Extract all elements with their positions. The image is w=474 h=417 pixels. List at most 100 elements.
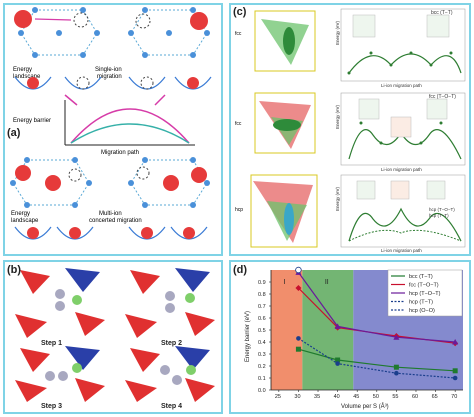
legend-entry: hcp (T−O−T) bbox=[409, 291, 441, 297]
x-tick-label: 55 bbox=[392, 394, 398, 400]
ylabel-row3: Energy (eV) bbox=[335, 186, 340, 211]
x-tick-label: 35 bbox=[314, 394, 320, 400]
legend-fcc: fcc (T−O−T) bbox=[429, 94, 456, 100]
ylabel-row1: Energy (eV) bbox=[335, 20, 340, 45]
data-point bbox=[335, 361, 340, 366]
x-axis-label: Volume per S (Å³) bbox=[341, 403, 389, 410]
a-bottom-right-text-1: Multi-ion bbox=[99, 211, 122, 217]
crystal-fcc bbox=[254, 92, 316, 154]
structure-label-row1: fcc bbox=[235, 31, 242, 37]
legend-entry: hcp (T−T) bbox=[409, 300, 433, 306]
lattice-bottom-right bbox=[128, 157, 210, 208]
a-bottom-left-text-1: Energy bbox=[11, 211, 30, 217]
step2-diagram bbox=[125, 268, 215, 338]
legend-hcp-tt: hcp (T−T) bbox=[429, 213, 449, 218]
lattice-bottom-left bbox=[10, 157, 92, 208]
a-top-left-text-2: landscape bbox=[13, 74, 41, 80]
panel-a: Energy landscape Single-ion migration En… bbox=[3, 3, 223, 256]
y-tick-label: 0.3 bbox=[258, 352, 266, 358]
y-tick-label: 0.8 bbox=[258, 292, 266, 298]
lattice-top-right bbox=[128, 7, 210, 58]
xlabel-row3: Li-ion migration path bbox=[381, 248, 422, 253]
data-point bbox=[452, 339, 459, 345]
y-tick-label: 0.6 bbox=[258, 316, 266, 322]
a-bottom-left-text-2: landscape bbox=[11, 218, 39, 224]
legend-bcc: bcc (T−T) bbox=[431, 10, 453, 16]
series-line bbox=[297, 272, 456, 343]
a-bottom-right-text-2: concerted migration bbox=[89, 218, 142, 224]
y-tick-label: 0.2 bbox=[258, 364, 266, 370]
data-point bbox=[452, 368, 458, 374]
a-top-right-text-2: migration bbox=[97, 74, 122, 80]
region-I bbox=[271, 270, 303, 390]
legend-box bbox=[387, 269, 463, 317]
panel-b-schematic bbox=[15, 268, 215, 402]
x-tick-label: 25 bbox=[275, 394, 281, 400]
y-tick-label: 0.0 bbox=[258, 388, 266, 394]
x-tick-label: 70 bbox=[451, 394, 457, 400]
panel-d: (d) IIIIII253035404550556065700.00.10.20… bbox=[229, 260, 471, 414]
data-point bbox=[394, 370, 399, 376]
panel-a-schematic: Energy landscape Single-ion migration En… bbox=[10, 7, 212, 240]
step1-diagram bbox=[15, 268, 105, 338]
a-top-left-text-1: Energy bbox=[13, 67, 32, 73]
panel-c: bcc (T−T) Energy (eV) Li-ion migration p… bbox=[229, 3, 471, 256]
energy-plot-hcp: hcp (T−O−T) hcp (T−T) Energy (eV) Li-ion… bbox=[335, 174, 466, 253]
energy-plot-fcc: fcc (T−O−T) Energy (eV) Li-ion migration… bbox=[335, 92, 466, 172]
step1-label: Step 1 bbox=[41, 340, 63, 347]
data-point bbox=[393, 334, 400, 340]
panel-d-label: (d) bbox=[233, 264, 248, 276]
legend-hcp-tot: hcp (T−O−T) bbox=[429, 207, 455, 212]
structure-label-row2: fcc bbox=[235, 121, 242, 127]
x-tick-label: 60 bbox=[412, 394, 418, 400]
x-tick-label: 45 bbox=[353, 394, 359, 400]
region-label-II: II bbox=[325, 279, 329, 286]
legend-entry: bcc (T−T) bbox=[409, 274, 433, 280]
x-tick-label: 50 bbox=[373, 394, 379, 400]
xlabel-row2: Li-ion migration path bbox=[381, 167, 422, 172]
barrier-curve-single bbox=[70, 108, 190, 144]
a-top-right-text-1: Single-ion bbox=[95, 67, 122, 73]
energy-barrier-chart: IIIIII253035404550556065700.00.10.20.30.… bbox=[245, 266, 463, 410]
panel-b-label: (b) bbox=[7, 264, 22, 276]
data-point bbox=[334, 323, 341, 329]
a-path-text: Migration path bbox=[101, 150, 139, 156]
energy-plot-bcc: bcc (T−T) Energy (eV) Li-ion migration p… bbox=[335, 8, 466, 88]
barrier-curve-concerted bbox=[70, 123, 190, 144]
y-tick-label: 0.4 bbox=[258, 340, 266, 346]
data-point bbox=[335, 357, 341, 363]
data-point bbox=[295, 346, 301, 352]
legend-entry: hcp (O−O) bbox=[409, 308, 435, 314]
series-line bbox=[298, 348, 456, 372]
step2-label: Step 2 bbox=[161, 340, 183, 347]
step4-diagram bbox=[125, 346, 215, 402]
panel-c-structures: bcc (T−T) Energy (eV) Li-ion migration p… bbox=[235, 8, 466, 253]
data-point bbox=[393, 364, 399, 370]
region-label-I: I bbox=[284, 279, 286, 286]
y-axis-label: Energy barrier (eV) bbox=[245, 311, 251, 362]
step3-label: Step 3 bbox=[41, 403, 63, 410]
data-point bbox=[296, 336, 301, 341]
a-barrier-text: Energy barrier bbox=[13, 118, 51, 124]
structure-label-row3: hcp bbox=[235, 207, 243, 213]
step3-diagram bbox=[15, 346, 105, 402]
x-tick-label: 65 bbox=[432, 394, 438, 400]
panel-c-label: (c) bbox=[233, 6, 247, 18]
data-point bbox=[295, 266, 302, 274]
step4-label: Step 4 bbox=[161, 403, 183, 410]
x-tick-label: 40 bbox=[334, 394, 340, 400]
y-tick-label: 0.5 bbox=[258, 328, 266, 334]
panel-a-label: (a) bbox=[7, 127, 21, 139]
lattice-top-left bbox=[14, 7, 100, 58]
legend-entry: fcc (T−O−T) bbox=[409, 283, 439, 289]
y-tick-label: 0.9 bbox=[258, 280, 266, 286]
crystal-bcc bbox=[254, 10, 316, 72]
data-point bbox=[452, 375, 458, 381]
x-tick-label: 30 bbox=[294, 394, 300, 400]
xlabel-row1: Li-ion migration path bbox=[381, 83, 422, 88]
panel-b: (b) Step 1 Step 2 Step 3 Step 4 bbox=[3, 260, 223, 414]
data-point bbox=[295, 285, 302, 291]
ylabel-row2: Energy (eV) bbox=[335, 104, 340, 129]
y-tick-label: 0.7 bbox=[258, 304, 266, 310]
y-tick-label: 0.1 bbox=[258, 376, 266, 382]
